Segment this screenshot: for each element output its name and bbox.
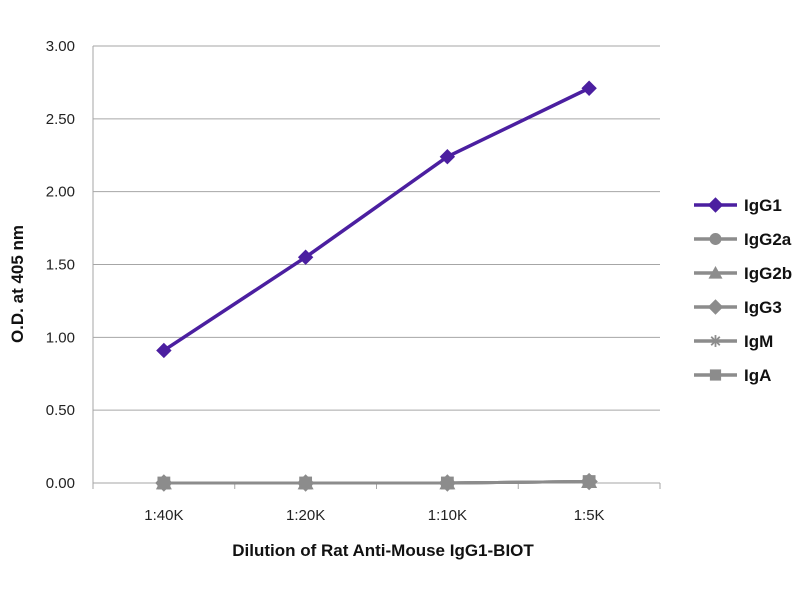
- x-tick-label: 1:5K: [574, 507, 605, 524]
- legend: IgG1 IgG2a IgG2b IgG3 IgM IgA: [694, 196, 792, 385]
- legend-item-iga: IgA: [694, 366, 771, 385]
- data-point: [709, 335, 722, 347]
- data-point: [708, 266, 723, 279]
- data-point: [157, 476, 171, 490]
- legend-item-igg1: IgG1: [694, 196, 782, 215]
- data-point: [297, 249, 314, 265]
- y-tick-label: 2.00: [46, 184, 75, 201]
- series-iga: [157, 475, 596, 490]
- data-point: [707, 197, 724, 213]
- data-point: [582, 475, 596, 488]
- x-tick-label: 1:10K: [428, 507, 467, 524]
- series-layer: [155, 80, 598, 492]
- x-axis-title: Dilution of Rat Anti-Mouse IgG1-BIOT: [232, 541, 534, 560]
- legend-label: IgG2a: [744, 230, 792, 249]
- legend-label: IgG2b: [744, 264, 792, 283]
- data-point: [709, 233, 722, 245]
- y-tick-label: 3.00: [46, 38, 75, 55]
- y-tick-label: 2.50: [46, 111, 75, 128]
- data-point: [581, 80, 597, 96]
- y-tick-label: 1.50: [46, 257, 75, 274]
- legend-item-igm: IgM: [694, 332, 773, 351]
- legend-label: IgG3: [744, 298, 782, 317]
- asterisk-stroke: [710, 336, 721, 346]
- data-point: [709, 369, 722, 381]
- legend-item-igg2a: IgG2a: [694, 230, 792, 249]
- y-tick-label: 0.00: [46, 475, 75, 492]
- legend-label: IgM: [744, 332, 773, 351]
- x-axis-tick-labels: 1:40K 1:20K 1:10K 1:5K: [144, 507, 604, 524]
- legend-label: IgG1: [744, 196, 782, 215]
- data-point: [156, 342, 172, 359]
- y-tick-label: 0.50: [46, 402, 75, 419]
- x-tick-label: 1:20K: [286, 507, 325, 524]
- legend-item-igg3: IgG3: [694, 298, 782, 317]
- data-point: [707, 299, 724, 315]
- data-point: [440, 476, 454, 490]
- y-axis-tick-labels: 0.00 0.50 1.00 1.50 2.00 2.50 3.00: [46, 38, 75, 492]
- series-line-iga: [163, 480, 590, 485]
- series-igg1: [156, 80, 597, 359]
- gridlines: [92, 45, 661, 489]
- data-point: [299, 476, 313, 490]
- data-point: [439, 148, 456, 165]
- x-tick-label: 1:40K: [144, 507, 183, 524]
- y-axis-title: O.D. at 405 nm: [8, 225, 27, 343]
- series-line-igg1: [162, 86, 590, 352]
- legend-item-igg2b: IgG2b: [694, 264, 792, 283]
- y-tick-label: 1.00: [46, 329, 75, 346]
- legend-label: IgA: [744, 366, 771, 385]
